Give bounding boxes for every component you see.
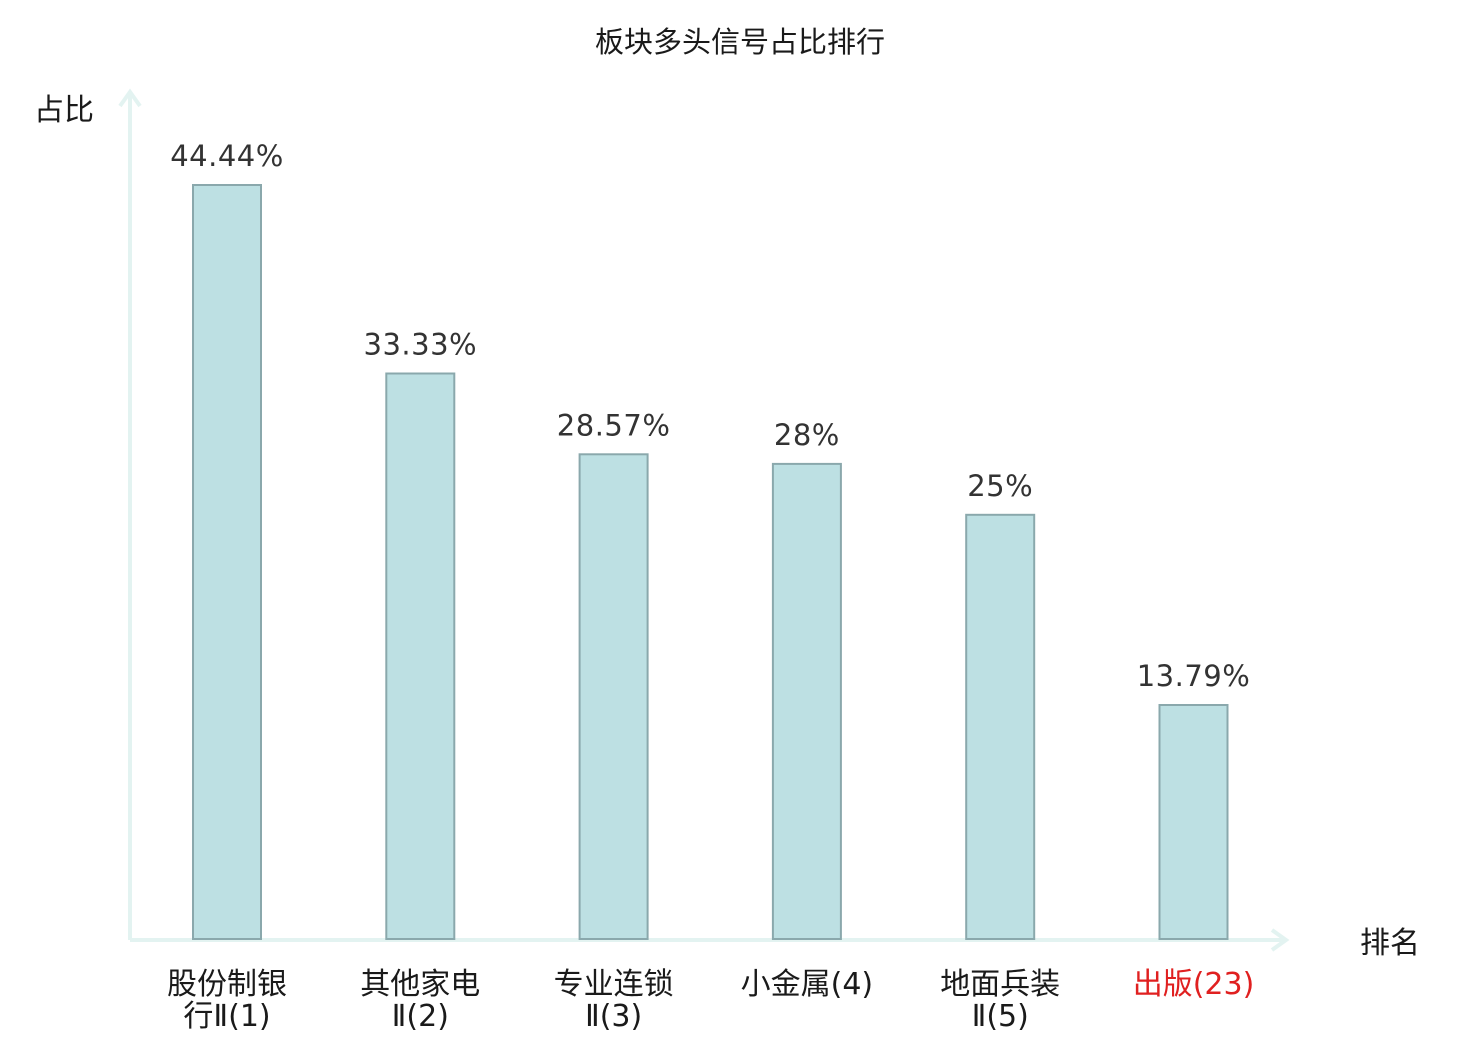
category-label-5-line-1: 地面兵装	[940, 967, 1060, 1002]
x-axis-label: 排名	[1360, 926, 1420, 961]
value-label-5: 25%	[967, 469, 1033, 503]
axes	[118, 88, 1290, 952]
bar-4	[771, 462, 842, 940]
category-label-1-line-2: 行Ⅱ(1)	[183, 999, 270, 1034]
category-label-2-line-2: Ⅱ(2)	[392, 999, 449, 1034]
value-label-2: 33.33%	[364, 328, 478, 362]
category-label-1-line-1: 股份制银	[167, 967, 287, 1002]
y-axis-label: 占比	[34, 93, 94, 128]
value-label-4: 28%	[774, 418, 840, 452]
value-label-1: 44.44%	[170, 139, 284, 173]
bar-2	[385, 372, 456, 940]
bar-series	[192, 184, 1229, 940]
category-label-4-line-1: 小金属(4)	[741, 967, 874, 1002]
bar-3	[578, 453, 649, 940]
category-label-6-line-1: 出版(23)	[1133, 967, 1255, 1002]
bar-1	[192, 184, 262, 940]
value-labels: 44.44% 33.33% 28.57% 28% 25% 13.79%	[170, 139, 1250, 693]
y-axis-arrow-icon	[118, 88, 142, 108]
category-label-2-line-1: 其他家电	[360, 967, 480, 1002]
value-label-3: 28.57%	[557, 408, 671, 442]
category-label-5-line-2: Ⅱ(5)	[972, 999, 1029, 1034]
bar-5	[965, 513, 1036, 940]
chart-title: 板块多头信号占比排行	[595, 25, 885, 59]
category-label-3-line-2: Ⅱ(3)	[585, 999, 642, 1034]
x-axis-arrow-icon	[1270, 928, 1290, 952]
category-label-3-line-1: 专业连锁	[554, 967, 674, 1002]
value-label-6: 13.79%	[1137, 659, 1251, 693]
bar-6	[1158, 704, 1229, 940]
